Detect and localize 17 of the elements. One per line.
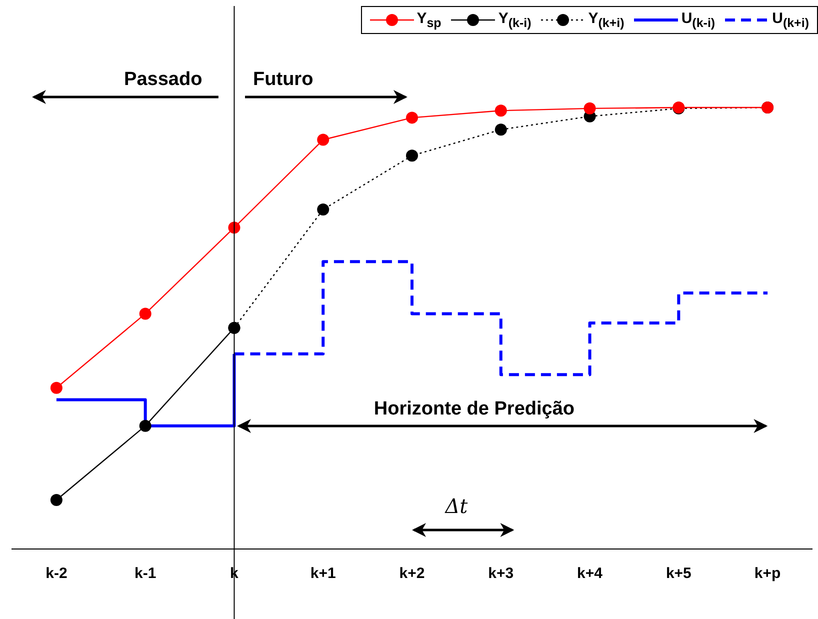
annotation: Horizonte de Predição [374, 398, 575, 420]
x-tick-label: k+5 [666, 565, 692, 582]
text: Futuro [253, 68, 314, 90]
x-tick-label: k+p [754, 565, 781, 582]
x-tick-label: k+2 [399, 565, 425, 582]
legend-label: Y$_{sp}$ [416, 10, 442, 30]
x-tick-label: k-1 [134, 565, 156, 582]
x-tick-label: k-2 [46, 565, 68, 582]
x-tick-label: k+3 [488, 565, 514, 582]
x-tick-label: k+1 [310, 565, 336, 582]
legend-label: Y$_{(k+i)}$ [588, 10, 624, 30]
x-tick-label: k+4 [577, 565, 604, 582]
text: Passado [124, 68, 202, 90]
legend-label: Y$_{(k-i)}$ [498, 10, 532, 30]
annotation: Δt [444, 494, 469, 518]
legend-label: U$_{(k-i)}$ [681, 10, 716, 30]
legend-label: U$_{(k+i)}$ [772, 10, 809, 30]
